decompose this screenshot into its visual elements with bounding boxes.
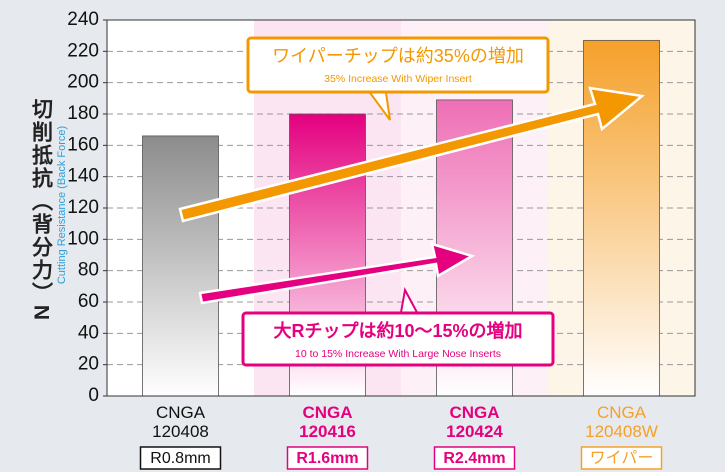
annotation-subtitle: 35% Increase With Wiper Insert xyxy=(324,73,472,85)
sublabel-box xyxy=(580,446,663,470)
y-tick-label: 40 xyxy=(78,322,99,343)
annotation-title: ワイパーチップは約35%の増加 xyxy=(272,46,524,66)
sublabel: R2.4mm xyxy=(443,450,505,467)
sublabel: R1.6mm xyxy=(296,450,358,467)
annotation-title: 大Rチップは約10～15%の増加 xyxy=(273,320,522,341)
y-axis-label: 切削抵抗（背分力）N xyxy=(29,98,53,322)
annotation-box xyxy=(241,311,555,367)
sublabel: R0.8mm xyxy=(150,450,210,467)
y-tick-label: 100 xyxy=(67,228,99,249)
y-tick-label: 0 xyxy=(88,385,99,406)
y-tick-label: 20 xyxy=(78,354,99,375)
x-tick-label: CNGA 120408W xyxy=(585,403,658,441)
y-tick-label: 180 xyxy=(67,103,99,124)
annotation-box xyxy=(246,36,550,94)
y-tick-label: 80 xyxy=(78,260,99,281)
annotation-subtitle: 10 to 15% Increase With Large Nose Inser… xyxy=(295,348,501,360)
bar xyxy=(142,135,219,397)
y-tick-label: 120 xyxy=(67,197,99,218)
y-tick-label: 140 xyxy=(67,166,99,187)
x-tick-label: CNGA 120408 xyxy=(152,403,209,441)
sublabel-box xyxy=(433,446,516,470)
x-tick-label: CNGA 120424 xyxy=(446,403,503,441)
sublabel: ワイパー xyxy=(590,450,654,467)
y-tick-label: 160 xyxy=(67,134,99,155)
sublabel-box xyxy=(286,446,369,470)
y-tick-label: 240 xyxy=(67,9,99,30)
y-tick-label: 60 xyxy=(78,291,99,312)
arrow-large-r xyxy=(198,242,476,305)
y-tick-label: 220 xyxy=(67,40,99,61)
arrow-wiper xyxy=(178,86,645,223)
y-tick-label: 200 xyxy=(67,72,99,93)
y-axis-label-en: Cutting Resistance (Back Force) xyxy=(56,126,68,284)
plot-frame xyxy=(106,19,696,397)
sublabel-box xyxy=(139,446,222,470)
x-tick-label: CNGA 120416 xyxy=(299,403,356,441)
